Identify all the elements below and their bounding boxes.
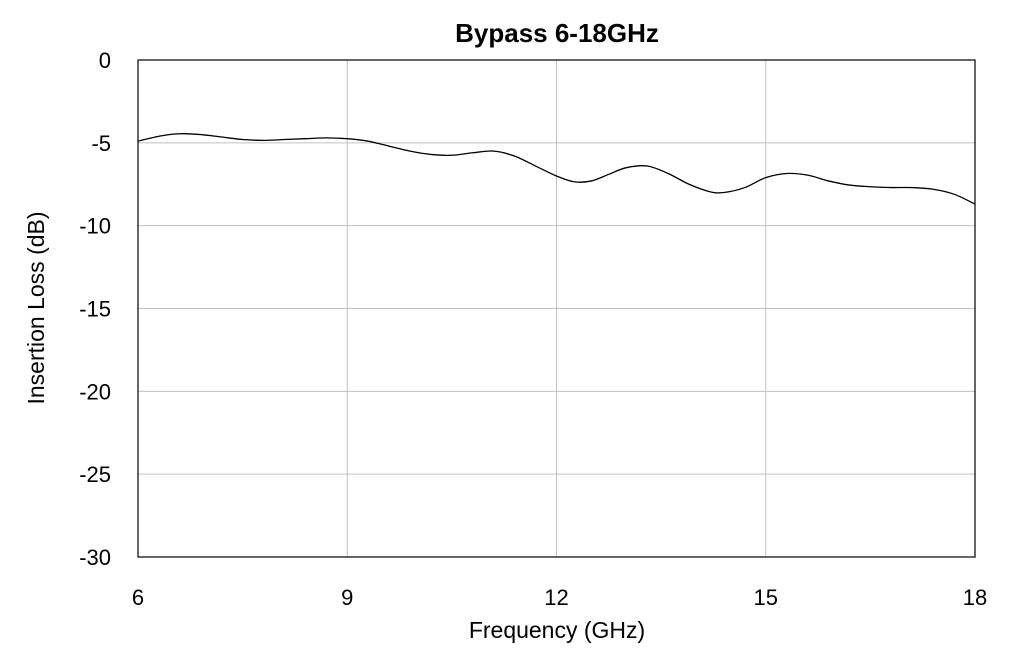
y-tick-label: -10: [79, 214, 111, 239]
chart-title: Bypass 6-18GHz: [455, 18, 659, 48]
y-axis-label: Insertion Loss (dB): [23, 211, 49, 404]
x-tick-label: 15: [754, 585, 778, 610]
y-tick-labels: 0 -5 -10 -15 -20 -25 -30: [79, 48, 111, 570]
y-tick-label: -20: [79, 379, 111, 404]
y-tick-label: -30: [79, 545, 111, 570]
x-tick-label: 9: [341, 585, 353, 610]
plot-frame: [137, 59, 976, 558]
y-tick-label: -15: [79, 297, 111, 322]
y-tick-label: -5: [91, 131, 111, 156]
x-tick-label: 6: [132, 585, 144, 610]
y-tick-label: 0: [99, 48, 111, 73]
x-tick-label: 12: [544, 585, 568, 610]
x-tick-labels: 6 9 12 15 18: [132, 585, 987, 610]
series-line-bypass: [137, 133, 976, 205]
x-tick-label: 18: [963, 585, 987, 610]
x-axis-label: Frequency (GHz): [469, 617, 645, 643]
y-tick-label: -25: [79, 462, 111, 487]
grid-lines: [137, 59, 976, 558]
